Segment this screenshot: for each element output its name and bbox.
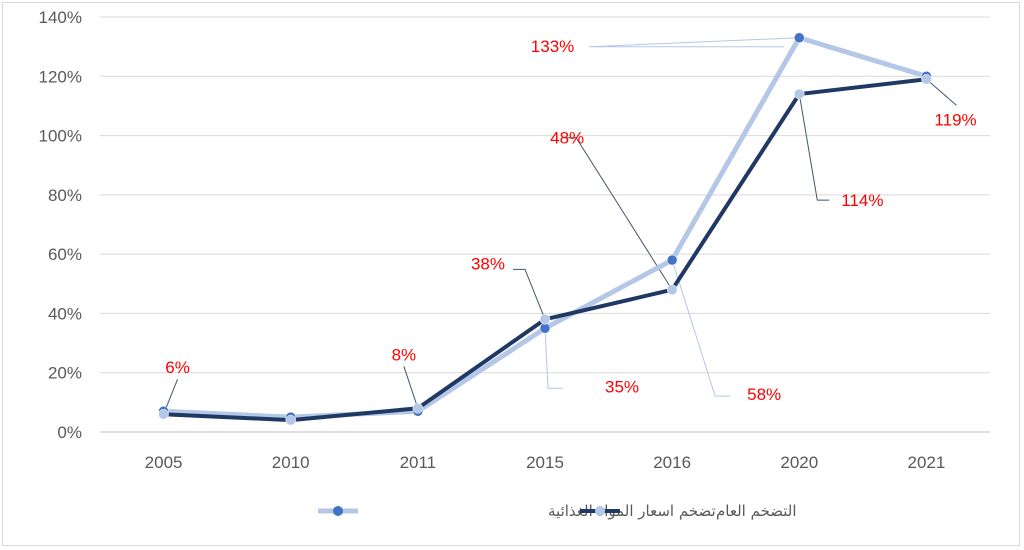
data-point [412, 403, 424, 414]
x-tick-label: 2005 [145, 453, 183, 472]
data-label: 8% [392, 345, 417, 364]
data-point [794, 32, 805, 43]
y-tick-label: 40% [48, 304, 82, 323]
data-labels: 35% 58% 133% 6% 8% 38% 48% 114% 119% [165, 37, 976, 404]
x-tick-label: 2020 [780, 453, 818, 472]
data-point [285, 414, 296, 426]
y-tick-label: 20% [48, 364, 82, 383]
y-tick-label: 100% [39, 127, 82, 146]
data-label: 38% [471, 254, 505, 273]
leader-line [671, 259, 731, 397]
x-tick-label: 2021 [908, 453, 946, 472]
x-tick-label: 2010 [272, 453, 310, 472]
data-point [539, 314, 551, 325]
y-tick-label: 80% [48, 186, 82, 205]
data-label: 119% [934, 110, 976, 129]
leader-line [513, 268, 546, 320]
data-point [794, 88, 805, 100]
data-point [666, 254, 678, 266]
data-label: 6% [165, 358, 190, 377]
gridlines [100, 16, 990, 433]
legend-swatch-marker [333, 506, 343, 516]
leader-line [926, 78, 957, 106]
data-point [539, 323, 551, 334]
y-tick-label: 120% [39, 67, 82, 86]
x-axis: 2005 2010 2011 2015 2016 2020 2021 [145, 453, 946, 472]
y-tick-label: 60% [48, 245, 82, 264]
data-label: 133% [531, 37, 574, 56]
series-points [158, 32, 932, 426]
x-tick-label: 2016 [653, 453, 691, 472]
label-leader-lines [163, 37, 957, 415]
leader-line [564, 137, 673, 290]
data-label: 58% [747, 385, 781, 404]
y-tick-label: 0% [57, 423, 82, 442]
leader-line [798, 93, 830, 201]
data-label: 48% [550, 129, 584, 148]
legend-label: تضخم اسعار المواد الغذائية [548, 502, 716, 520]
data-point [666, 284, 678, 295]
data-point [158, 408, 169, 420]
data-label: 35% [605, 377, 639, 396]
leader-line [589, 37, 800, 48]
leader-line [403, 366, 419, 409]
series-line-1 [161, 77, 929, 423]
data-point [921, 74, 932, 85]
series-line-0 [161, 35, 929, 420]
series-lines [161, 35, 929, 423]
data-label: 114% [841, 191, 883, 210]
y-tick-label: 140% [39, 8, 82, 27]
y-axis: 0% 20% 40% 60% 80% 100% 120% 140% [39, 8, 82, 442]
leader-line [544, 328, 563, 389]
x-tick-label: 2011 [400, 453, 437, 472]
legend: تضخم اسعار المواد الغذائية التضخم العام [318, 502, 797, 520]
x-tick-label: 2015 [526, 453, 564, 472]
legend-label: التضخم العام [716, 502, 797, 520]
legend-swatch-marker [595, 506, 605, 516]
